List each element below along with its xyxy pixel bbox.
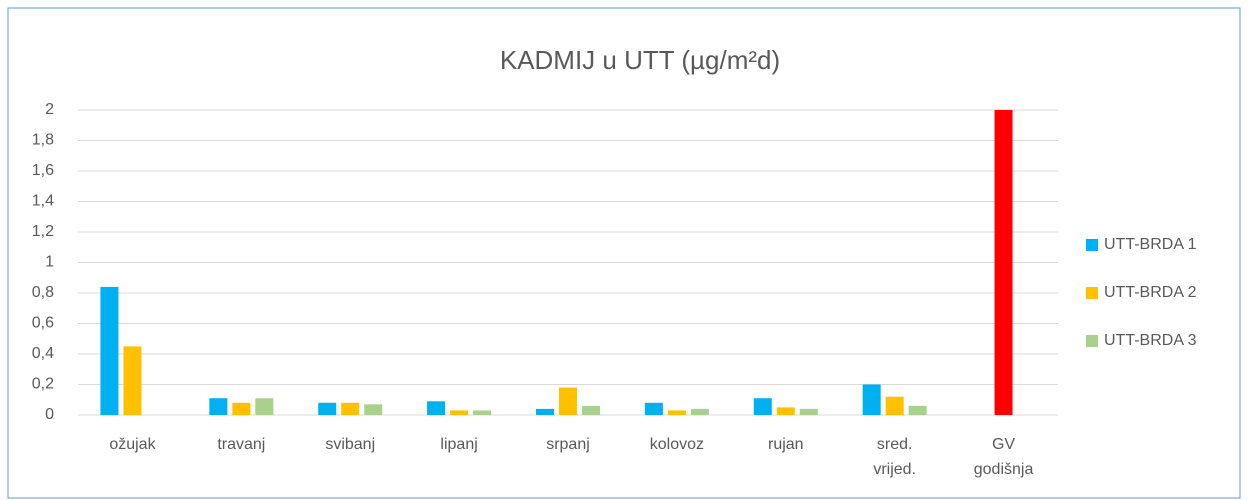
bar [644, 402, 663, 415]
bar [473, 410, 492, 415]
bar [776, 407, 795, 415]
bar [908, 405, 927, 415]
bar [341, 402, 360, 415]
x-tick-label: srpanj [546, 436, 590, 453]
bar [209, 398, 228, 415]
x-tick-label: GV godišnja [974, 436, 1034, 478]
y-tick-label: 0 [45, 406, 54, 423]
y-tick-label: 1 [45, 254, 54, 271]
x-tick-label: travanj [217, 436, 265, 453]
x-tick-label: lipanj [440, 436, 477, 453]
x-tick-label: kolovoz [650, 436, 704, 453]
legend-swatch [1086, 287, 1098, 299]
bar [994, 110, 1013, 415]
legend-swatch [1086, 239, 1098, 251]
bar [232, 402, 251, 415]
legend-label: UTT-BRDA 1 [1104, 236, 1197, 253]
y-tick-label: 0,4 [32, 345, 54, 362]
y-tick-label: 1,6 [32, 162, 54, 179]
y-tick-label: 1,8 [32, 132, 54, 149]
y-tick-label: 1,4 [32, 193, 54, 210]
bar [536, 408, 554, 415]
y-tick-label: 1,2 [32, 223, 54, 240]
bar [364, 404, 383, 415]
x-tick-label: ožujak [109, 436, 156, 453]
chart-title: KADMIJ u UTT (µg/m²d) [500, 45, 780, 75]
bar [559, 387, 577, 415]
bar [690, 408, 709, 415]
y-tick-label: 0,2 [32, 376, 54, 393]
y-tick-label: 0,8 [32, 284, 54, 301]
legend-swatch [1086, 335, 1098, 347]
x-tick-label: rujan [768, 436, 804, 453]
bar [582, 405, 600, 415]
bar [318, 402, 337, 415]
y-tick-label: 0,6 [32, 315, 54, 332]
y-tick-label: 2 [45, 101, 54, 118]
bar [799, 408, 818, 415]
legend-label: UTT-BRDA 2 [1104, 284, 1197, 301]
bar [427, 401, 446, 415]
x-tick-label: svibanj [325, 436, 375, 453]
bar [667, 410, 686, 415]
chart-frame [7, 7, 1241, 499]
legend-label: UTT-BRDA 3 [1104, 332, 1197, 349]
bar [753, 398, 772, 415]
x-tick-label: sred. vrijed. [873, 436, 916, 478]
bar [450, 410, 469, 415]
bar [885, 396, 904, 415]
bar [862, 384, 881, 415]
bar [255, 398, 274, 415]
bar [123, 346, 142, 415]
bar [100, 286, 119, 415]
